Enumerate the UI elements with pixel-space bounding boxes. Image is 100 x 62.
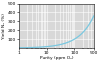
Y-axis label: Yield N₂ (%): Yield N₂ (%)	[2, 13, 6, 39]
X-axis label: Purity (ppm O₂): Purity (ppm O₂)	[40, 56, 73, 60]
